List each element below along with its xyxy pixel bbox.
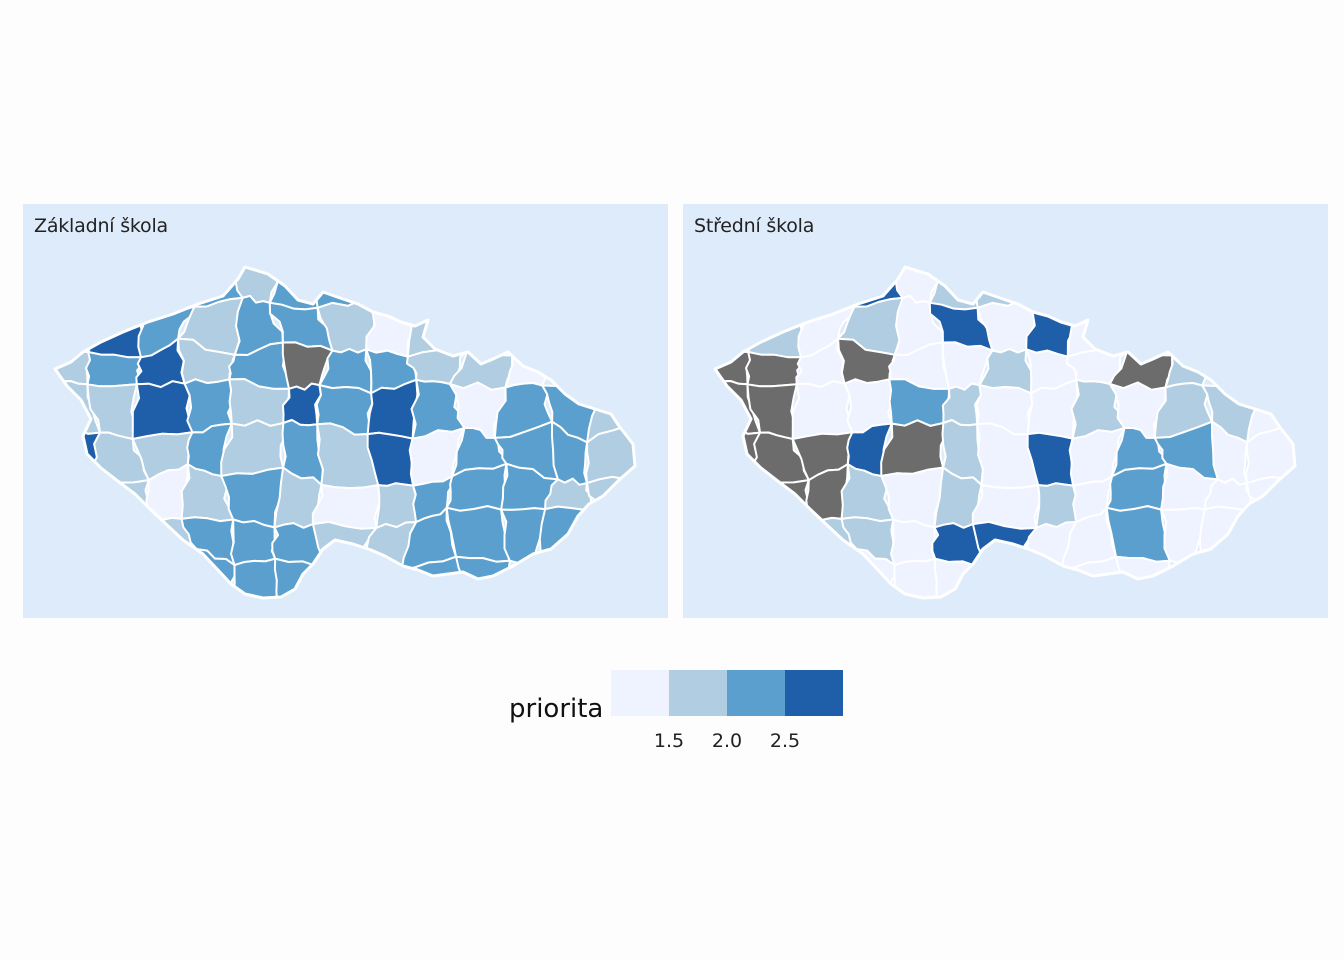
district-region <box>941 382 982 427</box>
choropleth-map-zakladni <box>53 265 637 600</box>
district-region <box>504 343 556 389</box>
legend-swatch-1 <box>611 670 669 716</box>
panel-title: Střední škola <box>694 215 815 237</box>
district-region <box>131 380 194 440</box>
legend-swatch-3 <box>727 670 785 716</box>
district-region <box>1246 473 1295 517</box>
district-region <box>273 557 331 598</box>
legend-tick-label: 1.5 <box>653 730 685 752</box>
district-region <box>586 473 635 517</box>
district-region <box>1164 343 1216 389</box>
district-region <box>534 505 607 574</box>
legend-tick-label: 2.5 <box>769 730 801 752</box>
district-region <box>791 380 854 440</box>
district-region <box>230 518 277 567</box>
country-outline <box>713 265 1297 600</box>
panel-stredni-skola: Střední škola <box>683 204 1328 618</box>
district-region <box>1035 482 1078 529</box>
district-region <box>1105 505 1171 563</box>
legend-swatch-4 <box>785 670 843 716</box>
panel-zakladni-skola: Základní škola <box>23 204 668 618</box>
panel-title: Základní škola <box>34 215 168 237</box>
district-region <box>281 382 322 427</box>
district-region <box>715 424 761 483</box>
legend-swatch-2 <box>669 670 727 716</box>
district-region <box>87 479 150 524</box>
legend-title: priorita <box>509 694 604 724</box>
district-region <box>747 479 810 524</box>
district-region <box>375 482 418 529</box>
color-legend: priorita 1.5 2.0 2.5 <box>505 668 865 758</box>
district-region <box>445 505 511 563</box>
choropleth-map-stredni <box>713 265 1297 600</box>
district-region <box>85 351 143 388</box>
legend-colorbar: 1.5 2.0 2.5 <box>611 670 843 752</box>
country-outline <box>53 265 637 600</box>
legend-tick-label: 2.0 <box>711 730 743 752</box>
district-region <box>55 424 101 483</box>
district-region <box>1194 505 1267 574</box>
district-region <box>745 351 803 388</box>
district-region <box>890 518 937 567</box>
district-region <box>933 557 991 598</box>
